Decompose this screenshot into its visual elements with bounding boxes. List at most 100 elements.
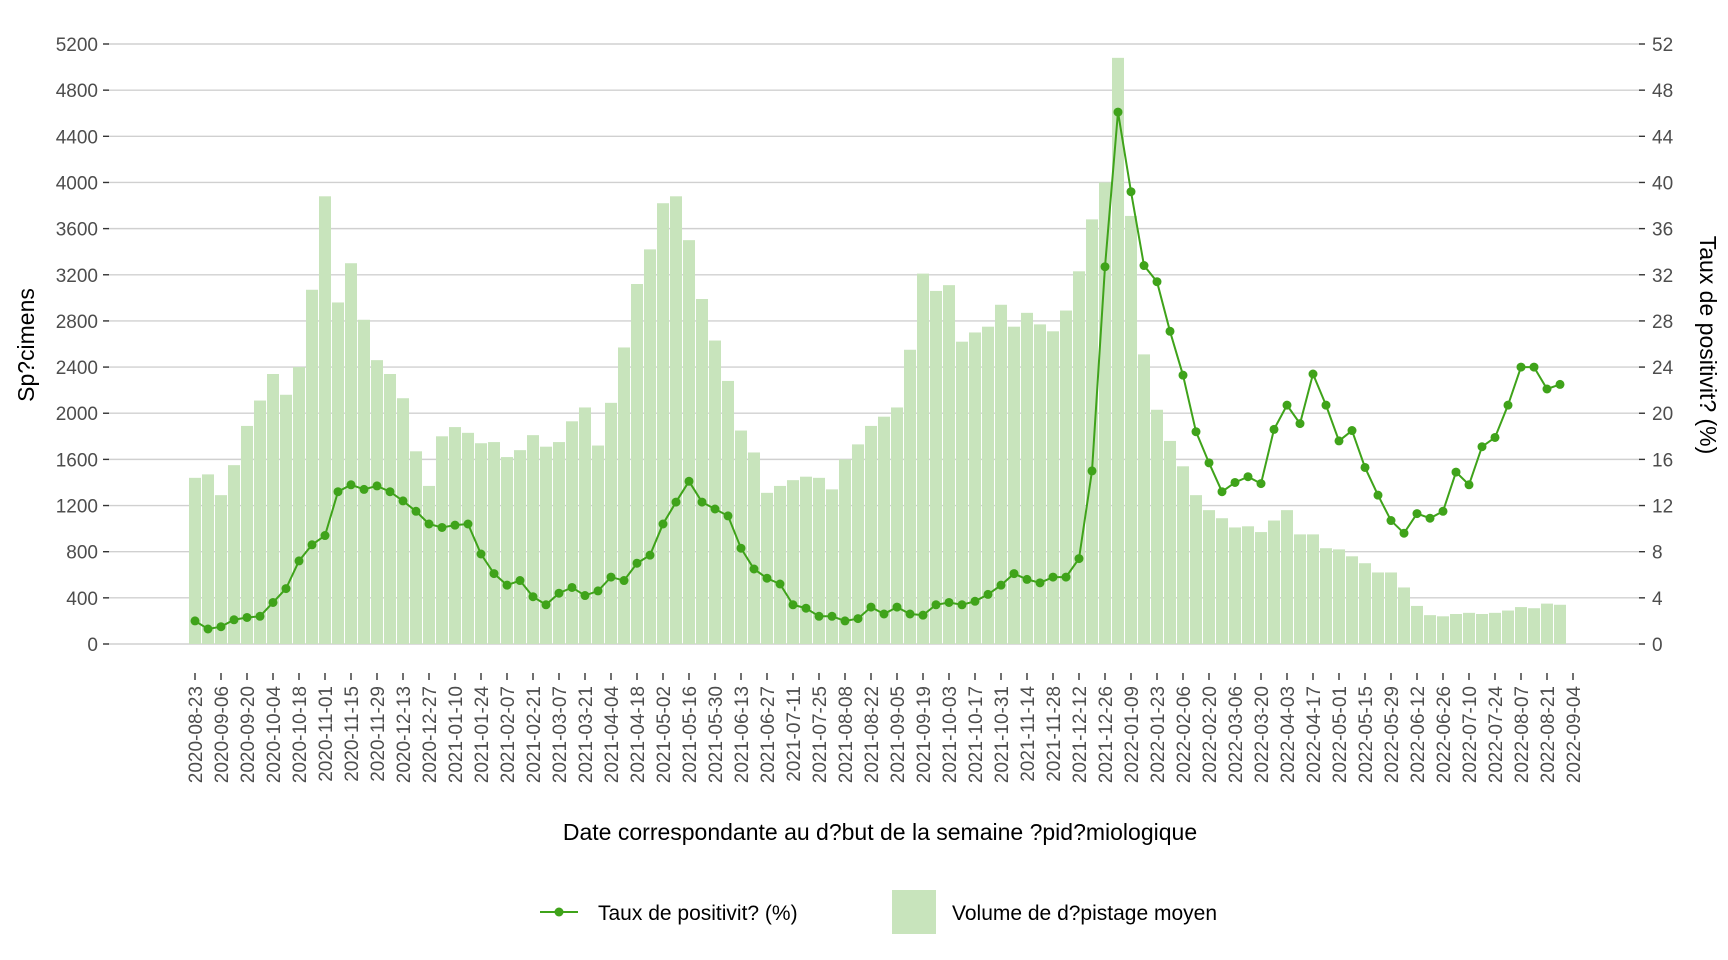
y-right-tick-label: 0 bbox=[1652, 635, 1663, 656]
positivity-point bbox=[970, 596, 980, 606]
x-tick-label: 2022-06-26 bbox=[1434, 686, 1455, 783]
bar bbox=[1164, 440, 1176, 644]
bar bbox=[1463, 612, 1475, 644]
y-right-tick-label: 44 bbox=[1652, 127, 1674, 148]
positivity-point bbox=[1139, 261, 1149, 271]
positivity-point bbox=[944, 597, 954, 607]
x-tick-label: 2022-08-07 bbox=[1512, 686, 1533, 783]
positivity-point bbox=[424, 519, 434, 529]
bar bbox=[1320, 548, 1332, 644]
bar bbox=[748, 452, 760, 644]
bar bbox=[475, 443, 487, 644]
y-right-tick-label: 4 bbox=[1652, 589, 1663, 610]
bar bbox=[1177, 466, 1189, 644]
bar bbox=[1203, 510, 1215, 644]
bar bbox=[813, 477, 825, 644]
legend-item-positivity: Taux de positivit? (%) bbox=[540, 902, 798, 925]
x-tick-label: 2022-05-29 bbox=[1382, 686, 1403, 783]
positivity-point bbox=[1126, 187, 1136, 197]
y-left-tick-label: 0 bbox=[87, 635, 98, 656]
positivity-point bbox=[307, 540, 317, 550]
y-axis-right-title: Taux de positivit? (%) bbox=[1695, 236, 1721, 455]
positivity-point bbox=[255, 611, 265, 621]
y-left-tick-label: 2800 bbox=[56, 312, 98, 333]
positivity-point bbox=[827, 611, 837, 621]
positivity-point bbox=[1438, 506, 1448, 516]
x-tick-label: 2021-05-16 bbox=[680, 686, 701, 783]
x-tick-label: 2020-10-04 bbox=[264, 686, 285, 784]
x-tick-label: 2021-10-17 bbox=[966, 686, 987, 783]
bar-series-volume bbox=[189, 57, 1566, 645]
positivity-point bbox=[1425, 513, 1435, 523]
x-tick-label: 2021-11-28 bbox=[1044, 686, 1065, 782]
positivity-point bbox=[359, 484, 369, 494]
y-right-tick-label: 20 bbox=[1652, 404, 1673, 425]
positivity-point bbox=[671, 497, 681, 507]
positivity-point bbox=[931, 600, 941, 610]
y-left-tick-label: 2400 bbox=[56, 358, 98, 379]
positivity-point bbox=[1009, 569, 1019, 579]
bar bbox=[592, 445, 604, 644]
positivity-point bbox=[1490, 432, 1500, 442]
positivity-point bbox=[814, 611, 824, 621]
positivity-point bbox=[801, 603, 811, 613]
bar bbox=[215, 495, 227, 644]
bar bbox=[397, 398, 409, 644]
bar bbox=[1554, 604, 1566, 644]
x-tick-label: 2021-08-08 bbox=[836, 686, 857, 783]
positivity-point bbox=[1360, 462, 1370, 472]
x-tick-label: 2021-05-02 bbox=[654, 686, 675, 783]
x-tick-label: 2022-05-15 bbox=[1356, 686, 1377, 783]
bar bbox=[644, 249, 656, 644]
bar bbox=[839, 459, 851, 644]
bar bbox=[1385, 572, 1397, 644]
positivity-point bbox=[1113, 107, 1123, 117]
positivity-point bbox=[697, 497, 707, 507]
positivity-point bbox=[372, 481, 382, 491]
positivity-point bbox=[1269, 424, 1279, 434]
positivity-point bbox=[1217, 487, 1227, 497]
x-tick-label: 2021-12-26 bbox=[1096, 686, 1117, 783]
bar bbox=[254, 400, 266, 644]
y-right-tick-label: 36 bbox=[1652, 220, 1673, 241]
bar bbox=[1359, 563, 1371, 644]
positivity-point bbox=[567, 582, 577, 592]
positivity-point bbox=[1516, 362, 1526, 372]
positivity-point bbox=[385, 487, 395, 497]
x-tick-label: 2021-07-11 bbox=[784, 686, 805, 782]
positivity-point bbox=[320, 531, 330, 541]
positivity-point bbox=[1529, 362, 1539, 372]
bar bbox=[774, 485, 786, 644]
x-tick-label: 2021-03-21 bbox=[576, 686, 597, 783]
y-left-tick-label: 800 bbox=[66, 543, 98, 564]
positivity-point bbox=[398, 496, 408, 506]
x-tick-label: 2021-04-04 bbox=[602, 686, 623, 784]
bar bbox=[1307, 534, 1319, 644]
bar bbox=[1294, 534, 1306, 644]
y-right-tick-label: 52 bbox=[1652, 35, 1673, 56]
positivity-point bbox=[1477, 442, 1487, 452]
x-tick-label: 2022-09-04 bbox=[1564, 686, 1585, 784]
bar bbox=[293, 367, 305, 644]
x-tick-label: 2021-03-07 bbox=[550, 686, 571, 783]
positivity-point bbox=[1347, 426, 1357, 436]
bar bbox=[904, 349, 916, 644]
x-tick-label: 2022-07-24 bbox=[1486, 686, 1507, 784]
x-tick-label: 2021-10-31 bbox=[992, 686, 1013, 783]
x-tick-label: 2020-08-23 bbox=[186, 686, 207, 783]
bar bbox=[605, 402, 617, 644]
positivity-point bbox=[541, 600, 551, 610]
positivity-point bbox=[1399, 528, 1409, 538]
legend-item-volume: Volume de d?pistage moyen bbox=[892, 890, 1217, 934]
bar bbox=[618, 347, 630, 644]
bar bbox=[1060, 310, 1072, 644]
x-tick-label: 2022-02-06 bbox=[1174, 686, 1195, 783]
bar bbox=[1333, 549, 1345, 644]
x-tick-label: 2022-02-20 bbox=[1200, 686, 1221, 783]
positivity-point bbox=[1022, 574, 1032, 584]
bar bbox=[1125, 215, 1137, 644]
bar bbox=[527, 435, 539, 644]
bar bbox=[319, 196, 331, 645]
bar bbox=[631, 284, 643, 644]
